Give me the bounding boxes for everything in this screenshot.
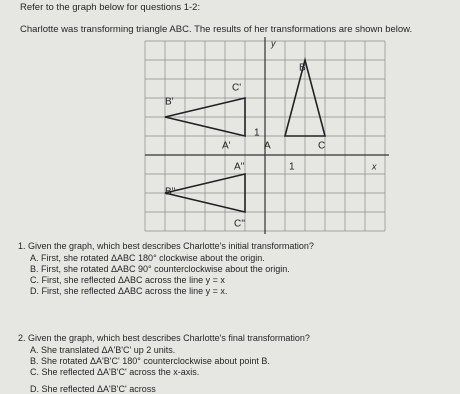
point-label: C — [318, 141, 325, 152]
axis-label: y — [270, 38, 276, 48]
triangle-a-prime — [164, 96, 246, 138]
description: Charlotte was transforming triangle ABC.… — [20, 24, 413, 35]
axis-label: x — [371, 161, 377, 171]
point-label: C'' — [234, 219, 245, 230]
tick-label: 1 — [254, 128, 260, 139]
point-label: B — [299, 63, 306, 74]
point-label: C' — [232, 83, 241, 94]
coordinate-graph: y x B C' B' 1 A' A C 1 A'' B'' C'' — [144, 37, 389, 234]
triangle-abc — [283, 56, 327, 137]
answer-option[interactable]: A. First, she rotated ΔABC 180° clockwis… — [30, 253, 265, 263]
point-label: A'' — [234, 162, 245, 173]
point-label: A — [264, 141, 271, 152]
tick-label: 1 — [289, 162, 295, 173]
answer-option[interactable]: A. She translated ΔA'B'C' up 2 units. — [30, 345, 176, 355]
point-label: A' — [222, 141, 231, 152]
answer-option[interactable]: B. She rotated ΔA'B'C' 180° counterclock… — [30, 356, 270, 366]
question-prompt: 1. Given the graph, which best describes… — [18, 241, 314, 251]
answer-option[interactable]: D. She reflected ΔA'B'C' across — [30, 384, 156, 394]
answer-option[interactable]: C. First, she reflected ΔABC across the … — [30, 275, 225, 285]
point-label: B'' — [165, 187, 176, 198]
instruction: Refer to the graph below for questions 1… — [20, 2, 201, 13]
point-label: B' — [165, 97, 174, 108]
question-prompt: 2. Given the graph, which best describes… — [18, 333, 310, 343]
answer-option[interactable]: C. She reflected ΔA'B'C' across the x-ax… — [30, 367, 200, 377]
answer-option[interactable]: B. First, she rotated ΔABC 90° countercl… — [30, 264, 290, 274]
triangle-a-double — [164, 172, 246, 214]
answer-option[interactable]: D. First, she reflected ΔABC across the … — [30, 286, 228, 296]
